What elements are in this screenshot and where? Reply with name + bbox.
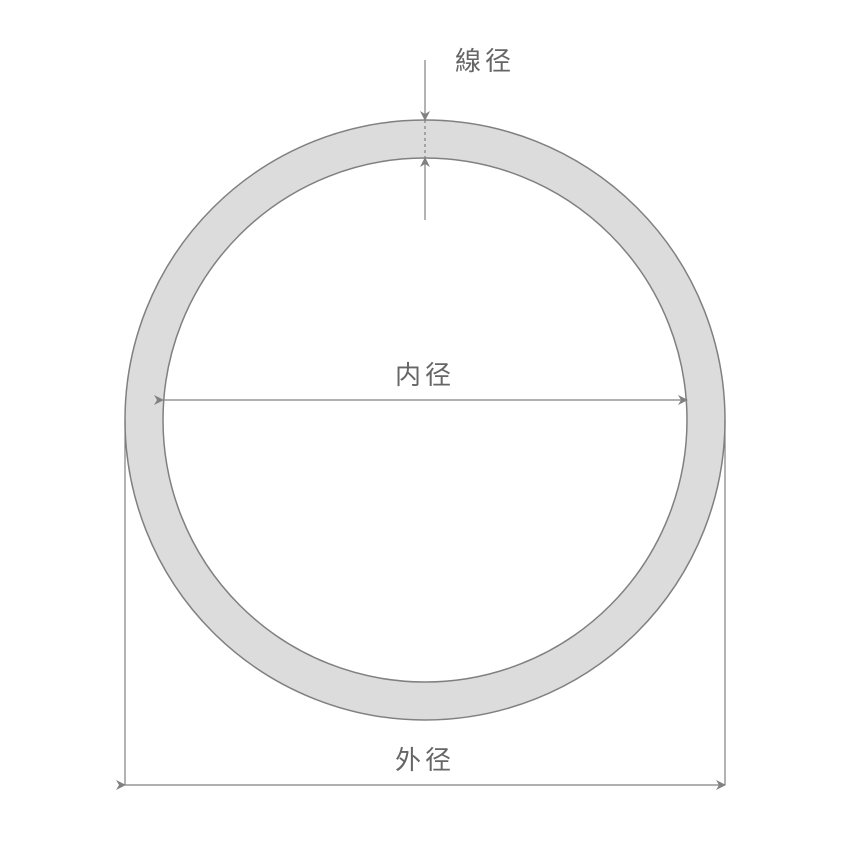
wall-thickness-label: 線径	[455, 46, 515, 76]
inner-diameter-label: 内径	[395, 360, 455, 390]
outer-diameter-label: 外径	[395, 745, 455, 775]
